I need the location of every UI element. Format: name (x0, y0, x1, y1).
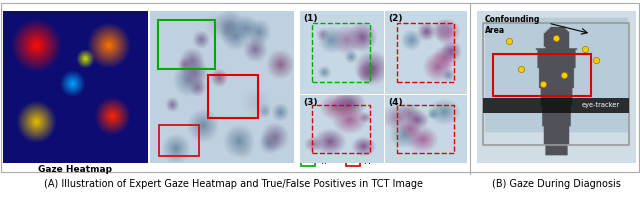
Text: (4): (4) (388, 98, 403, 107)
Point (504, 40, 514, 43)
Bar (1, 3, 639, 172)
Point (591, 58, 601, 61)
Bar (483, 98, 629, 113)
Text: Mouse BBox: Mouse BBox (500, 128, 547, 137)
Text: (2): (2) (388, 14, 403, 23)
Text: Gaze Point: Gaze Point (497, 122, 538, 131)
Point (484, 125, 494, 128)
Bar (397, 23, 454, 82)
Point (559, 73, 569, 76)
Point (551, 37, 561, 40)
Text: (3): (3) (303, 98, 317, 107)
Text: Gaze Heatmap: Gaze Heatmap (38, 165, 112, 174)
Text: Confounding
Area: Confounding Area (484, 15, 540, 35)
Bar (493, 54, 591, 96)
Bar (159, 125, 199, 156)
Text: (A) Illustration of Expert Gaze Heatmap and True/False Positives in TCT Image: (A) Illustration of Expert Gaze Heatmap … (44, 179, 423, 189)
Bar (208, 75, 259, 118)
Text: (1): (1) (303, 14, 317, 23)
Bar (484, 129, 497, 136)
Point (580, 47, 590, 50)
Bar (397, 105, 454, 153)
Point (538, 83, 548, 86)
Bar (312, 23, 371, 82)
Bar (301, 157, 315, 166)
Text: TP: TP (319, 157, 330, 166)
Point (516, 67, 526, 70)
Text: (B) Gaze During Diagnosis: (B) Gaze During Diagnosis (492, 179, 621, 189)
Bar (312, 105, 371, 153)
Bar (483, 23, 629, 145)
Bar (157, 20, 215, 69)
Text: FP: FP (364, 157, 374, 166)
Text: eye-tracker: eye-tracker (582, 102, 620, 109)
Bar (346, 157, 360, 166)
